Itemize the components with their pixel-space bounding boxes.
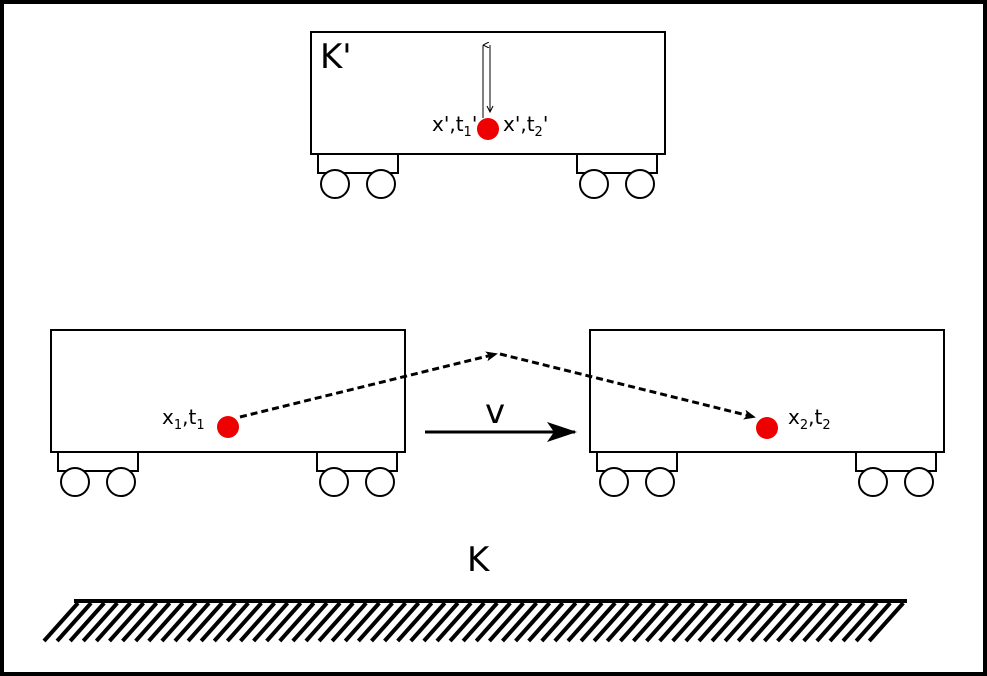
ground-hatch-mark bbox=[671, 601, 709, 643]
ground-hatch-mark bbox=[186, 601, 224, 643]
ground-hatch-mark bbox=[356, 601, 394, 643]
ground-hatch-mark bbox=[710, 601, 748, 643]
ground-hatch-mark bbox=[867, 601, 905, 643]
event-label-e2: x2,t2 bbox=[788, 405, 831, 433]
ground-hatch-mark bbox=[55, 601, 93, 643]
ground-hatch-mark bbox=[763, 601, 800, 643]
ground-hatch-mark bbox=[304, 601, 342, 643]
ground-hatch-mark bbox=[474, 601, 512, 643]
ground-hatch-mark bbox=[160, 601, 198, 643]
ground-hatch-mark bbox=[370, 601, 407, 643]
ground-hatch-mark bbox=[527, 601, 565, 643]
ground-hatch-mark bbox=[239, 601, 276, 643]
ground-hatch-mark bbox=[409, 601, 447, 643]
wheel bbox=[60, 467, 90, 497]
ground-hatch-mark bbox=[789, 601, 827, 643]
ground-hatch-mark bbox=[317, 601, 355, 643]
wheel bbox=[319, 467, 349, 497]
ground-hatch-mark bbox=[291, 601, 329, 643]
ground-hatch-mark bbox=[645, 601, 683, 643]
wagon-left: x1,t1 bbox=[50, 329, 406, 497]
ground-hatch-mark bbox=[461, 601, 499, 643]
velocity-label: v bbox=[485, 392, 505, 432]
ground-hatch-mark bbox=[94, 601, 132, 643]
ground-hatch-mark bbox=[225, 601, 263, 643]
ground-hatch-mark bbox=[605, 601, 643, 643]
wheel bbox=[625, 169, 655, 199]
wagon-top-bogie-left bbox=[317, 153, 399, 199]
ground-hatch-mark bbox=[736, 601, 774, 643]
frame-label-ground: K bbox=[467, 540, 491, 580]
wheel bbox=[320, 169, 350, 199]
ground-hatch-mark bbox=[383, 601, 421, 643]
wheel bbox=[366, 169, 396, 199]
ground-hatch-mark bbox=[514, 601, 552, 643]
ground-hatch-mark bbox=[632, 601, 669, 643]
ground-hatch-mark bbox=[121, 601, 159, 643]
ground-hatch-mark bbox=[42, 601, 80, 643]
wheel bbox=[599, 467, 629, 497]
ground-hatch-mark bbox=[749, 601, 787, 643]
event-dot-1 bbox=[217, 416, 239, 438]
ground-hatch-mark bbox=[147, 601, 185, 643]
wheel bbox=[579, 169, 609, 199]
wheel bbox=[904, 467, 934, 497]
ground-hatch-mark bbox=[566, 601, 604, 643]
ground-hatch-mark bbox=[108, 601, 145, 643]
ground-hatch-mark bbox=[684, 601, 722, 643]
ground-hatch-mark bbox=[815, 601, 853, 643]
ground-hatch-mark bbox=[435, 601, 473, 643]
ground-hatch-mark bbox=[723, 601, 761, 643]
ground-hatching bbox=[42, 599, 907, 643]
ground-hatch-mark bbox=[854, 601, 892, 643]
ground-hatch-mark bbox=[618, 601, 656, 643]
wheel bbox=[858, 467, 888, 497]
event-dot-2 bbox=[756, 417, 778, 439]
ground-hatch-mark bbox=[265, 601, 303, 643]
wagon-top-bogie-right bbox=[576, 153, 658, 199]
event-dot-prime bbox=[477, 118, 499, 140]
wheel bbox=[645, 467, 675, 497]
ground-hatch-mark bbox=[330, 601, 368, 643]
ground-hatch-mark bbox=[278, 601, 316, 643]
wagon-right-bogie-right bbox=[855, 451, 937, 497]
ground-hatch-mark bbox=[252, 601, 290, 643]
ground-hatch-mark bbox=[802, 601, 840, 643]
wagon-left-bogie-right bbox=[316, 451, 398, 497]
wheel bbox=[365, 467, 395, 497]
ground-hatch-mark bbox=[540, 601, 578, 643]
ground-hatch-mark bbox=[68, 601, 106, 643]
ground-hatch-mark bbox=[396, 601, 434, 643]
ground-hatch-mark bbox=[592, 601, 630, 643]
ground-hatch-mark bbox=[487, 601, 525, 643]
ground-hatch-mark bbox=[134, 601, 172, 643]
ground-hatch-mark bbox=[658, 601, 696, 643]
ground-hatch-mark bbox=[448, 601, 486, 643]
ground-hatch-mark bbox=[841, 601, 879, 643]
frame-label-moving: K' bbox=[320, 37, 352, 77]
ground-hatch-mark bbox=[501, 601, 538, 643]
ground-hatch-mark bbox=[776, 601, 814, 643]
wagon-right: x2,t2 bbox=[589, 329, 945, 497]
ground-hatch-mark bbox=[828, 601, 866, 643]
ground-hatch-mark bbox=[212, 601, 250, 643]
wagon-left-bogie-left bbox=[57, 451, 139, 497]
wagon-right-bogie-left bbox=[596, 451, 678, 497]
ground-hatch-mark bbox=[697, 601, 735, 643]
ground-hatch-mark bbox=[199, 601, 237, 643]
ground-hatch-mark bbox=[553, 601, 591, 643]
wagon-top: K' x',t1' x',t2' bbox=[310, 31, 666, 199]
ground-hatch-mark bbox=[173, 601, 211, 643]
wheel bbox=[106, 467, 136, 497]
light-path-down-arrowhead bbox=[486, 105, 494, 114]
event-label-e1: x1,t1 bbox=[162, 405, 205, 433]
ground-hatch-mark bbox=[422, 601, 460, 643]
ground-hatch-mark bbox=[579, 601, 617, 643]
ground-hatch-mark bbox=[343, 601, 381, 643]
ground-hatch-mark bbox=[81, 601, 119, 643]
